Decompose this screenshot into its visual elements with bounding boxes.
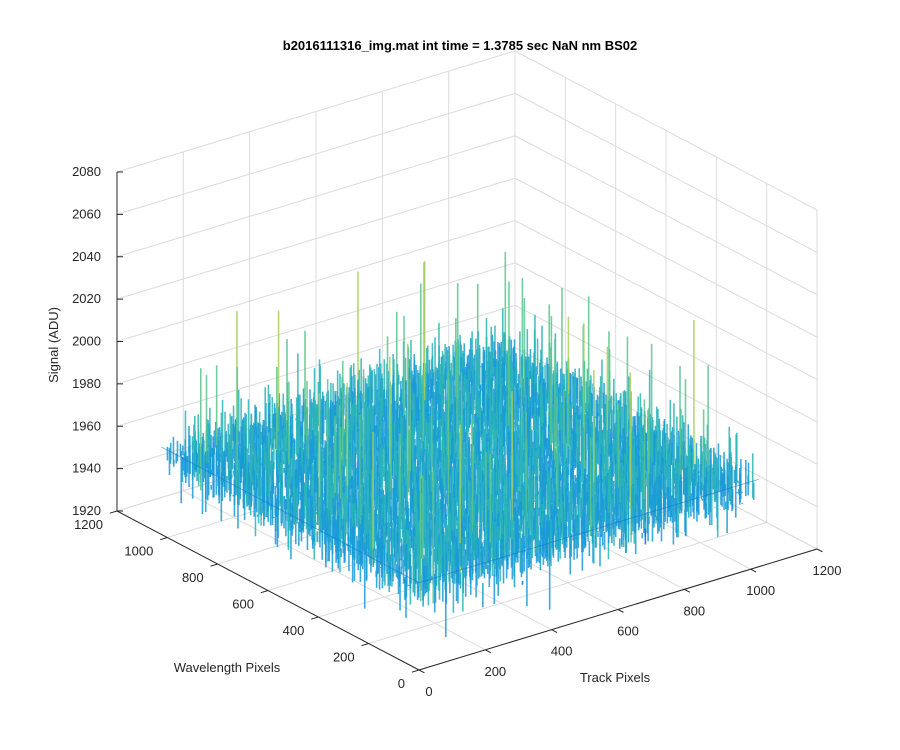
y-tick	[411, 669, 420, 673]
x-tick-label: 1000	[746, 583, 775, 598]
y-tick-label: 0	[398, 676, 405, 691]
y-tick-label: 800	[182, 570, 204, 585]
floor-grid-line-y	[368, 522, 767, 644]
back-wall-grid-line-z	[116, 135, 516, 258]
surface-front-edge	[418, 478, 759, 584]
x-tick	[551, 629, 558, 633]
x-tick	[816, 548, 823, 553]
z-tick-label: 1920	[72, 503, 101, 518]
axes	[109, 171, 823, 674]
y-tick	[311, 616, 319, 620]
z-tick-label: 2020	[72, 291, 101, 306]
back-wall-grid-line-z	[116, 262, 516, 385]
side-wall-grid-line-z	[514, 50, 818, 211]
back-wall-grid-line-z	[116, 92, 516, 215]
x-tick	[750, 568, 757, 573]
side-wall-grid-line-z	[514, 304, 818, 465]
side-wall-grid-line-z	[514, 177, 818, 338]
z-tick-label: 1940	[72, 461, 101, 476]
surface-mesh	[161, 251, 759, 638]
side-wall-grid-line-z	[514, 135, 818, 296]
chart-title: b2016111316_img.mat int time = 1.3785 se…	[283, 38, 637, 53]
y-tick	[210, 563, 218, 567]
y-tick	[260, 590, 269, 594]
back-wall-grid-line-z	[116, 50, 516, 173]
y-tick-label: 600	[232, 597, 254, 612]
y-tick-label: 200	[333, 650, 355, 665]
z-tick-label: 2000	[72, 334, 101, 349]
z-tick-label: 1980	[72, 376, 101, 391]
back-wall-grid-line-z	[116, 220, 516, 342]
x-tick	[485, 649, 492, 654]
x-tick	[617, 609, 624, 613]
x-tick-label: 1200	[813, 563, 842, 578]
surface-left-edge	[161, 446, 420, 584]
z-tick-label: 1960	[72, 418, 101, 433]
side-wall-grid-line-z	[514, 347, 818, 508]
side-wall-grid-line-z	[514, 92, 818, 253]
x-tick	[684, 588, 691, 593]
y-tick	[160, 537, 168, 541]
tick-labels: 0 200 400 600 800 1000 1200 0 200 400 600 800 1000 12…	[72, 164, 841, 699]
y-tick-label: 1200	[74, 517, 103, 532]
side-wall-grid-line-z	[514, 220, 818, 380]
y-tick-label: 400	[283, 623, 305, 638]
x-tick-label: 800	[683, 603, 705, 618]
y-tick-label: 1000	[124, 544, 153, 559]
x-tick	[418, 669, 425, 674]
x-tick-label: 200	[484, 664, 506, 679]
y-tick	[361, 643, 369, 647]
x-tick-label: 400	[551, 644, 573, 659]
back-wall-grid-line-z	[116, 304, 516, 427]
back-wall-grid-line-z	[116, 177, 516, 300]
side-wall-grid-line-z	[514, 262, 818, 423]
x-tick-label: 0	[425, 684, 432, 699]
x-tick-label: 600	[617, 624, 639, 639]
y-tick	[109, 510, 118, 514]
